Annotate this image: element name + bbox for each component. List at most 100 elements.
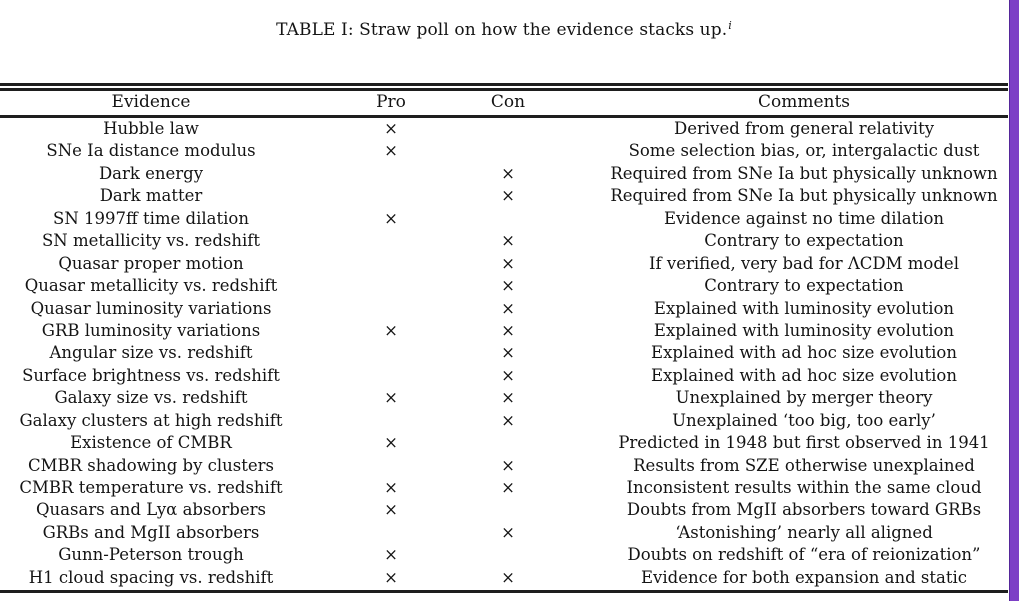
table-row: Hubble law × Derived from general relati… bbox=[0, 118, 1008, 140]
table-row: Quasar proper motion × If verified, very… bbox=[0, 253, 1008, 275]
evidence-cell: Quasar metallicity vs. redshift bbox=[24, 276, 278, 296]
pro-mark: × bbox=[384, 208, 398, 228]
comment-cell: Contrary to expectation bbox=[704, 231, 904, 251]
header-con: Con bbox=[490, 92, 526, 112]
pro-mark bbox=[302, 455, 480, 477]
evidence-cell: H1 cloud spacing vs. redshift bbox=[28, 567, 274, 587]
header-evidence: Evidence bbox=[111, 92, 191, 112]
con-mark: × bbox=[501, 253, 515, 273]
comment-cell: Some selection bias, or, intergalactic d… bbox=[628, 141, 980, 161]
con-mark: × bbox=[501, 343, 515, 363]
table-row: Angular size vs. redshift × Explained wi… bbox=[0, 342, 1008, 364]
pro-mark bbox=[302, 185, 480, 207]
con-mark bbox=[480, 432, 536, 454]
pro-mark bbox=[302, 230, 480, 252]
table-row: Quasar metallicity vs. redshift × Contra… bbox=[0, 275, 1008, 297]
window-edge-stripe bbox=[1009, 0, 1019, 601]
comment-cell: Required from SNe Ia but physically unkn… bbox=[610, 186, 998, 206]
comment-cell: Doubts from MgII absorbers toward GRBs bbox=[626, 500, 982, 520]
con-mark: × bbox=[501, 455, 515, 475]
table-row: Galaxy size vs. redshift × × Unexplained… bbox=[0, 387, 1008, 409]
table-row: Quasars and Lyα absorbers × Doubts from … bbox=[0, 499, 1008, 521]
evidence-cell: CMBR temperature vs. redshift bbox=[19, 478, 283, 497]
evidence-cell: SNe Ia distance modulus bbox=[46, 141, 256, 161]
evidence-cell: GRB luminosity variations bbox=[41, 320, 261, 340]
pro-mark: × bbox=[384, 478, 398, 497]
table-row: GRB luminosity variations × × Explained … bbox=[0, 320, 1008, 342]
comment-cell: Contrary to expectation bbox=[704, 276, 904, 296]
evidence-cell: Quasars and Lyα absorbers bbox=[36, 500, 266, 520]
evidence-cell: Galaxy clusters at high redshift bbox=[19, 410, 283, 430]
con-mark: × bbox=[501, 276, 515, 296]
con-mark: × bbox=[501, 186, 515, 206]
table-row: SNe Ia distance modulus × Some selection… bbox=[0, 140, 1008, 162]
con-mark bbox=[480, 544, 536, 566]
header-comments: Comments bbox=[757, 92, 851, 112]
evidence-cell: Dark energy bbox=[98, 163, 204, 183]
pro-mark bbox=[302, 163, 480, 185]
con-mark: × bbox=[501, 388, 515, 408]
con-mark: × bbox=[501, 231, 515, 251]
evidence-cell: GRBs and MgII absorbers bbox=[42, 522, 260, 542]
evidence-cell: Existence of CMBR bbox=[70, 433, 232, 453]
table-top-rule-outer bbox=[0, 83, 1008, 86]
table-header-rule bbox=[0, 115, 1008, 118]
table-top-rule-inner bbox=[0, 88, 1008, 91]
pro-mark bbox=[302, 342, 480, 364]
pro-mark: × bbox=[384, 433, 398, 453]
comment-cell: Explained with ad hoc size evolution bbox=[651, 343, 957, 363]
pro-mark bbox=[302, 253, 480, 275]
con-mark bbox=[480, 118, 536, 140]
table-row: Surface brightness vs. redshift × Explai… bbox=[0, 365, 1008, 387]
evidence-cell: CMBR shadowing by clusters bbox=[27, 455, 275, 475]
comment-cell: Evidence against no time dilation bbox=[663, 208, 945, 228]
table-row: H1 cloud spacing vs. redshift × × Eviden… bbox=[0, 567, 1008, 589]
pro-mark: × bbox=[384, 500, 398, 520]
con-mark: × bbox=[501, 567, 515, 587]
table-row: Existence of CMBR × Predicted in 1948 bu… bbox=[0, 432, 1008, 454]
evidence-cell: Quasar proper motion bbox=[58, 253, 244, 273]
comment-cell: Explained with luminosity evolution bbox=[653, 298, 955, 318]
table-row: SN metallicity vs. redshift × Contrary t… bbox=[0, 230, 1008, 252]
comment-cell: Unexplained by merger theory bbox=[675, 388, 933, 408]
pro-mark bbox=[302, 275, 480, 297]
table-row: Galaxy clusters at high redshift × Unexp… bbox=[0, 410, 1008, 432]
con-mark: × bbox=[501, 365, 515, 385]
table-row: Quasar luminosity variations × Explained… bbox=[0, 298, 1008, 320]
header-pro: Pro bbox=[376, 92, 406, 112]
evidence-cell: Hubble law bbox=[103, 119, 199, 138]
footnote-marker: i bbox=[728, 19, 732, 32]
con-mark bbox=[480, 499, 536, 521]
con-mark: × bbox=[501, 298, 515, 318]
pro-mark: × bbox=[384, 141, 398, 161]
con-mark: × bbox=[501, 410, 515, 430]
pro-mark bbox=[302, 365, 480, 387]
pro-mark: × bbox=[384, 388, 398, 408]
evidence-cell: Quasar luminosity variations bbox=[30, 298, 272, 318]
table-header-row: Evidence Pro Con Comments bbox=[0, 91, 1008, 113]
table-row: Dark energy × Required from SNe Ia but p… bbox=[0, 163, 1008, 185]
table-row: CMBR temperature vs. redshift × × Incons… bbox=[0, 477, 1008, 499]
table-row: SN 1997ff time dilation × Evidence again… bbox=[0, 208, 1008, 230]
table-body: Hubble law × Derived from general relati… bbox=[0, 118, 1008, 589]
con-mark: × bbox=[501, 320, 515, 340]
evidence-cell: SN 1997ff time dilation bbox=[53, 208, 249, 228]
evidence-cell: Galaxy size vs. redshift bbox=[54, 388, 248, 408]
comment-cell: Derived from general relativity bbox=[673, 119, 935, 138]
evidence-cell: Surface brightness vs. redshift bbox=[22, 365, 280, 385]
pro-mark: × bbox=[384, 320, 398, 340]
pro-mark: × bbox=[384, 545, 398, 565]
comment-cell: Evidence for both expansion and static bbox=[640, 567, 968, 587]
evidence-cell: Gunn-Peterson trough bbox=[58, 545, 244, 565]
comment-cell: Explained with ad hoc size evolution bbox=[651, 365, 957, 385]
pro-mark bbox=[302, 522, 480, 544]
comment-cell: Predicted in 1948 but first observed in … bbox=[618, 433, 990, 453]
comment-cell: Unexplained ‘too big, too early’ bbox=[672, 410, 936, 430]
con-mark: × bbox=[501, 163, 515, 183]
evidence-cell: Angular size vs. redshift bbox=[49, 343, 253, 363]
comment-cell: ‘Astonishing’ nearly all aligned bbox=[675, 522, 933, 542]
evidence-cell: Dark matter bbox=[99, 186, 203, 206]
table-caption: TABLE I: Straw poll on how the evidence … bbox=[0, 19, 1008, 40]
comment-cell: If verified, very bad for ΛCDM model bbox=[649, 253, 959, 273]
